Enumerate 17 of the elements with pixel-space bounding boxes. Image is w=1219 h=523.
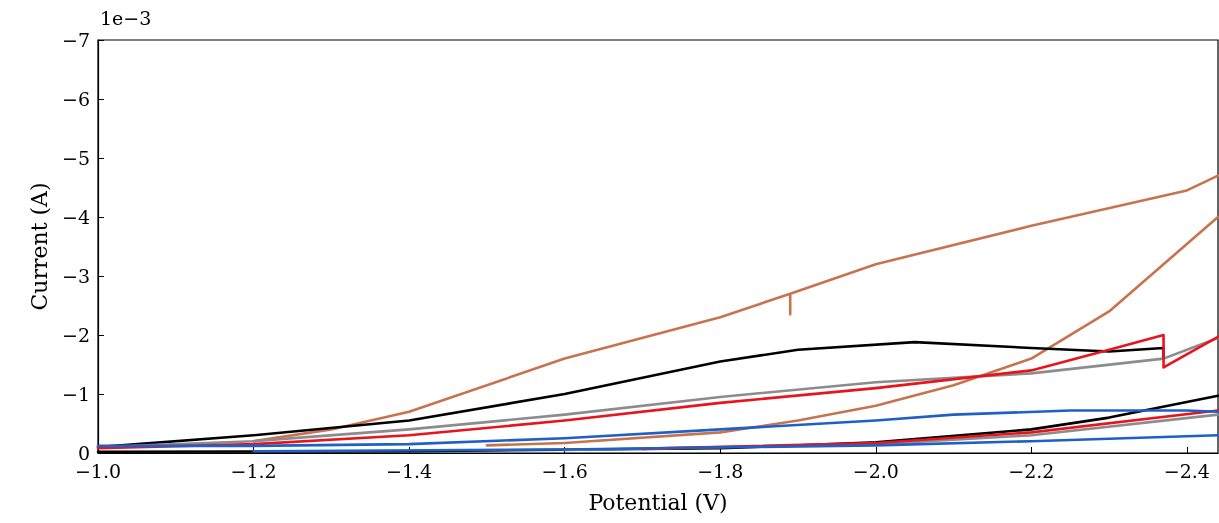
y-tick-label: −7	[61, 29, 90, 51]
y-tick-label: −6	[61, 88, 90, 110]
y-axis-title: Current (A)	[26, 182, 52, 311]
y-tick-label: −3	[61, 265, 90, 287]
x-tick-label: −2.4	[1163, 459, 1210, 482]
x-tick-label: −1.2	[230, 459, 277, 482]
y-tick-label: −1	[61, 383, 90, 405]
x-axis-title: Potential (V)	[588, 489, 728, 515]
y-tick-label: −4	[61, 206, 90, 228]
y-tick-label: −5	[61, 147, 90, 169]
x-tick-label: −1.8	[697, 459, 744, 482]
x-tick-label: −2.2	[1008, 459, 1055, 482]
x-tick-label: −1.6	[541, 459, 588, 482]
text: 1e−3	[100, 6, 152, 29]
x-tick-label: −1.4	[386, 459, 433, 482]
y-tick-label: −2	[61, 324, 90, 346]
x-tick-label: −2.0	[852, 459, 899, 482]
